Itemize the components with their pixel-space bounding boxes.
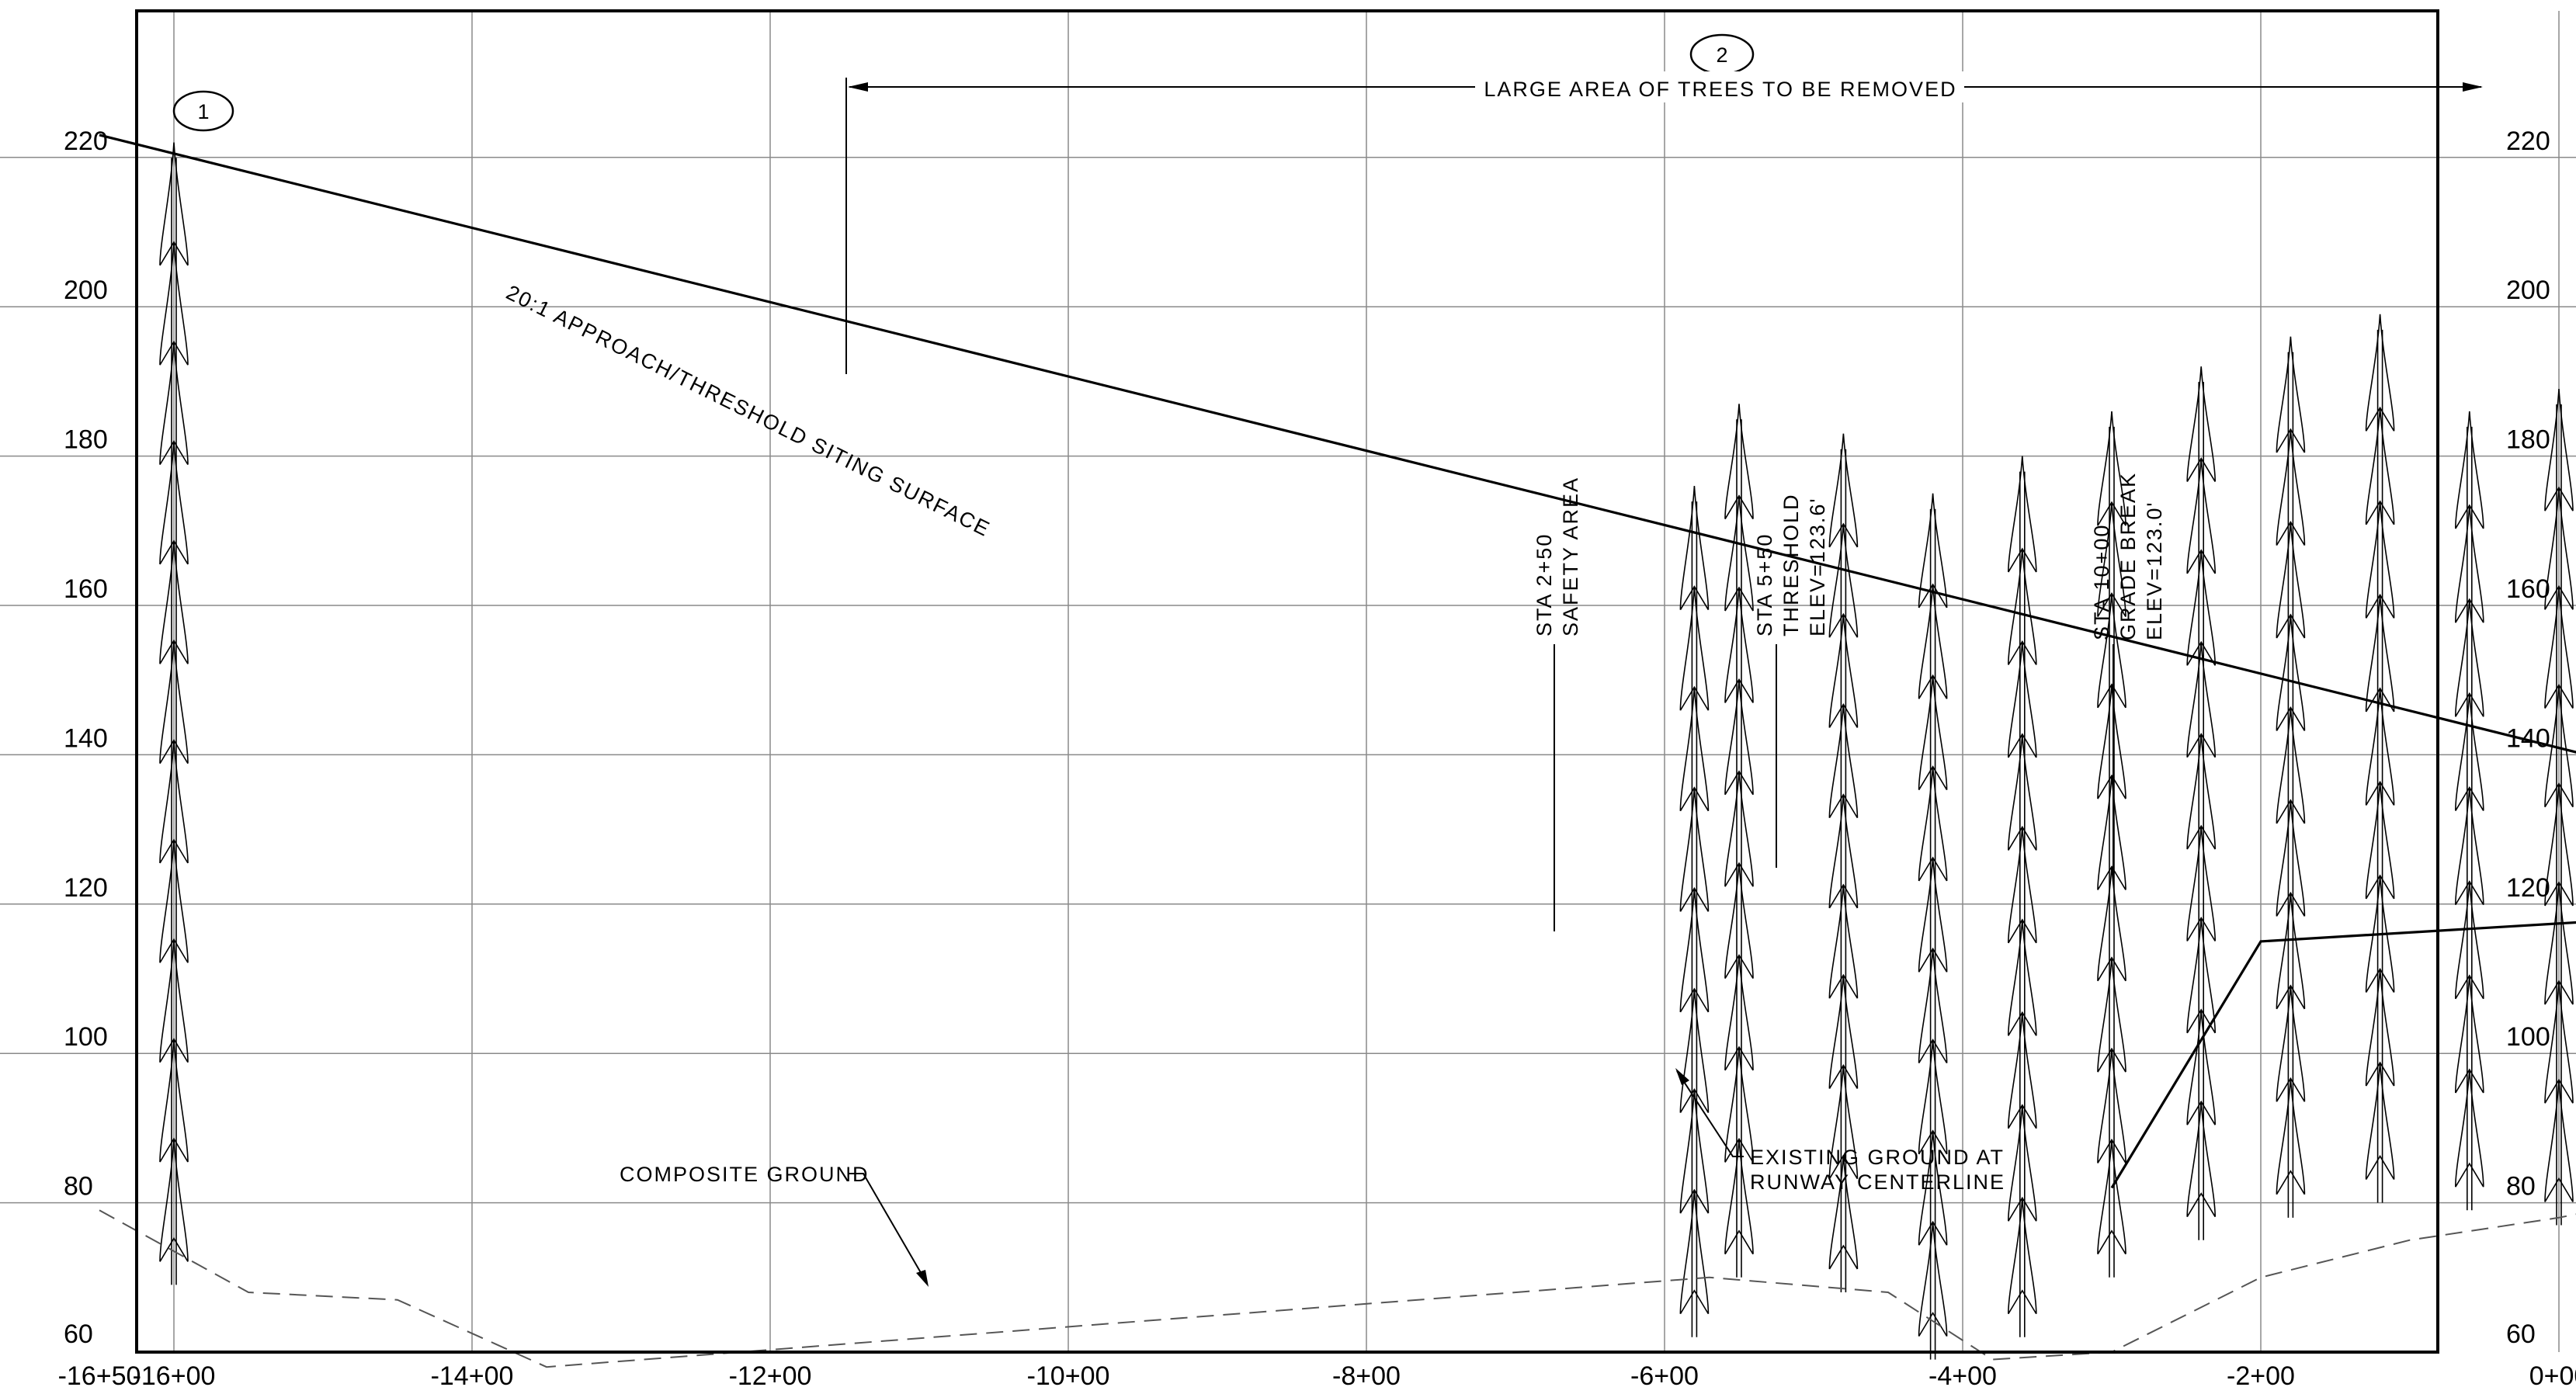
tree-branches xyxy=(2097,411,2126,1255)
existing-ground-leader xyxy=(1676,1070,1744,1157)
sta-550-label-3: ELEV=123.6' xyxy=(1806,497,1829,636)
tree-branches xyxy=(1918,493,1948,1337)
callout-1-bubble xyxy=(172,90,234,132)
grid-lines xyxy=(0,11,2576,1352)
composite-ground-leader xyxy=(848,1173,926,1281)
x-tick-label: -16+50 xyxy=(58,1361,141,1391)
callout-2-text: 2 xyxy=(1716,43,1727,67)
sta-1000-label-3: ELEV=123.0' xyxy=(2143,501,2166,640)
x-tick-label: -2+00 xyxy=(2227,1361,2295,1391)
tree-branches xyxy=(2365,314,2395,1181)
tree xyxy=(1918,493,1948,1360)
existing-ground-arrowhead xyxy=(1675,1068,1689,1085)
y-tick-label-left: 80 xyxy=(64,1172,93,1202)
x-tick-label: 0+00 xyxy=(2529,1361,2576,1391)
y-tick-label-right: 220 xyxy=(2506,127,2550,156)
composite-ground-line xyxy=(99,1209,2576,1368)
profile-lines-layer xyxy=(99,134,2576,1368)
sta-250-label-2: SAFETY AREA xyxy=(1559,477,1582,636)
x-tick-label: -8+00 xyxy=(1332,1361,1401,1391)
trees-removed-label: LARGE AREA OF TREES TO BE REMOVED xyxy=(1484,78,1956,101)
trees-removed-arrowhead-left xyxy=(848,82,868,92)
y-tick-label-left: 100 xyxy=(64,1022,108,1052)
sta-1000-label-2: GRADE BREAK xyxy=(2116,472,2140,640)
x-tick-label: -14+00 xyxy=(431,1361,514,1391)
x-tick-label: -4+00 xyxy=(1929,1361,1997,1391)
tree xyxy=(1828,433,1859,1293)
y-tick-label-left: 160 xyxy=(64,574,108,604)
y-tick-label-right: 60 xyxy=(2506,1319,2536,1349)
approach-surface-line xyxy=(99,134,2576,754)
y-tick-label-left: 140 xyxy=(64,723,108,753)
tree xyxy=(2365,314,2395,1203)
trees-layer xyxy=(159,142,2574,1360)
y-tick-label-right: 180 xyxy=(2506,425,2550,455)
tree xyxy=(1724,404,1754,1278)
tree-branches xyxy=(2008,456,2037,1315)
sta-250-label-1: STA 2+50 xyxy=(1533,533,1556,636)
tree-branches xyxy=(2276,336,2306,1195)
tree xyxy=(2186,366,2216,1240)
x-tick-label: -12+00 xyxy=(729,1361,812,1391)
approach-surface-label: 20:1 APPROACH/THRESHOLD SITING SURFACE xyxy=(502,281,994,542)
callout-1-text: 1 xyxy=(197,100,209,123)
y-tick-label-right: 200 xyxy=(2506,276,2550,305)
sta-1000-label-1: STA 10+00 xyxy=(2090,524,2113,640)
x-tick-label: -6+00 xyxy=(1630,1361,1699,1391)
y-tick-label-right: 80 xyxy=(2506,1172,2536,1202)
y-tick-label-left: 200 xyxy=(64,276,108,305)
existing-ground-label-1: EXISTING GROUND AT xyxy=(1750,1146,2005,1169)
y-tick-label-left: 180 xyxy=(64,425,108,455)
tree-branches xyxy=(2544,388,2574,1202)
tree xyxy=(2455,411,2484,1211)
trees-removed-label-bg xyxy=(1475,71,1964,102)
tree xyxy=(159,142,189,1285)
tree-branches xyxy=(2455,411,2484,1188)
tree xyxy=(2008,456,2037,1337)
tree-branches xyxy=(2186,366,2216,1218)
plot-frame xyxy=(135,9,2439,1354)
tree-branches xyxy=(1724,404,1754,1255)
tree-branches xyxy=(1679,486,1710,1315)
sta-550-label-1: STA 5+50 xyxy=(1753,533,1776,636)
sta-550-label-2: THRESHOLD xyxy=(1779,493,1803,636)
tree xyxy=(2276,336,2306,1218)
x-tick-label: -10+00 xyxy=(1027,1361,1110,1391)
tree-branches xyxy=(1828,433,1859,1270)
y-tick-label-left: 220 xyxy=(64,127,108,156)
composite-ground-arrowhead xyxy=(916,1270,929,1287)
y-tick-label-right: 100 xyxy=(2506,1022,2550,1052)
y-tick-label-right: 160 xyxy=(2506,574,2550,604)
y-tick-label-right: 120 xyxy=(2506,873,2550,903)
x-axis-labels: -16+50-16+00 -14+00 -12+00 -10+00 -8+00 -6+00… xyxy=(58,1361,2576,1391)
trees-removed-arrowhead-right xyxy=(2463,82,2483,92)
tree xyxy=(2544,388,2574,1226)
existing-ground-label-2: RUNWAY CENTERLINE xyxy=(1750,1170,2005,1194)
composite-ground-label: COMPOSITE GROUND xyxy=(620,1163,870,1186)
y-tick-label-left: 120 xyxy=(64,873,108,903)
tree xyxy=(1679,486,1710,1337)
y-tick-label-right: 140 xyxy=(2506,723,2550,753)
tree-branches xyxy=(159,142,189,1262)
annotations: 1 2 LARGE AREA OF TREES TO BE REMOVED 20… xyxy=(172,33,2483,1287)
runway-profile-line xyxy=(2110,921,2576,1189)
y-tick-label-left: 60 xyxy=(64,1319,93,1349)
y-axis-labels: 60 60 80 80 100 100 120 120 140 140 160 160 180 180 20… xyxy=(64,127,2550,1349)
x-tick-label: -16+00 xyxy=(133,1361,216,1391)
